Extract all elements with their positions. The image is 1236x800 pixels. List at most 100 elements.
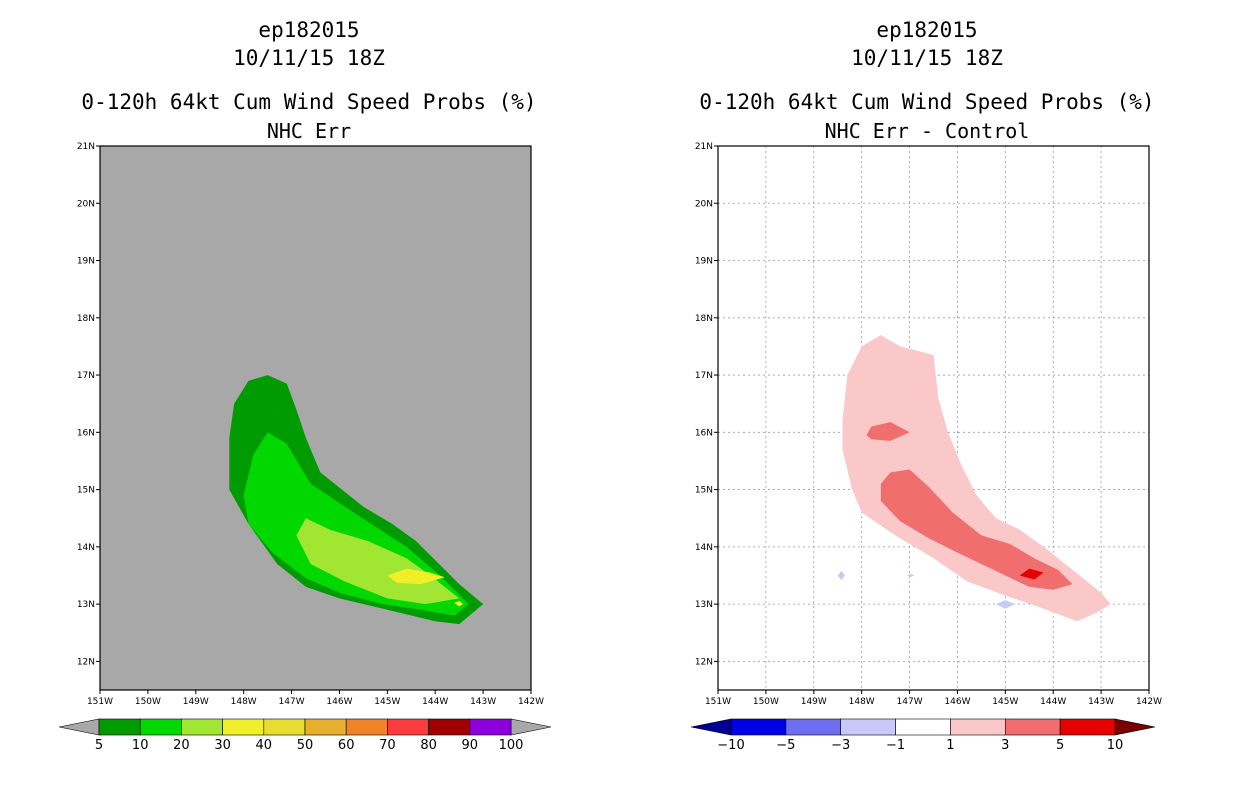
y-tick-label: 21N: [695, 142, 713, 152]
x-tick-label: 149W: [801, 697, 827, 707]
colorbar-left-arrow: [690, 718, 732, 736]
colorbar-swatch: [1059, 718, 1116, 736]
x-tick-label: 150W: [753, 697, 779, 707]
left-subtitle: NHC Err: [266, 119, 352, 143]
x-tick-label: 142W: [1136, 697, 1162, 707]
colorbar-swatch: [139, 718, 182, 736]
contour-level-3: [866, 422, 910, 441]
x-tick-label: 150W: [135, 697, 161, 707]
x-tick-label: 146W: [944, 697, 970, 707]
contour-level-3: [880, 469, 1073, 590]
colorbar-label: 20: [173, 738, 190, 753]
y-tick-label: 15N: [77, 486, 95, 496]
y-tick-label: 14N: [695, 543, 713, 553]
contour-level-5: [1019, 568, 1044, 580]
colorbar-swatch: [222, 718, 265, 736]
contour-level-30: [454, 600, 463, 607]
y-tick-label: 21N: [77, 142, 95, 152]
colorbar-swatch: [181, 718, 223, 736]
colorbar-swatch: [730, 718, 787, 736]
colorbar-label: −1: [886, 738, 905, 753]
colorbar-label: 60: [338, 738, 355, 753]
colorbar-label: 90: [462, 738, 479, 753]
colorbar-label: 1: [946, 738, 954, 753]
x-tick-label: 145W: [992, 697, 1018, 707]
left-date: 10/11/15 18Z: [233, 46, 385, 70]
x-tick-label: 147W: [279, 697, 305, 707]
x-tick-label: 149W: [183, 697, 209, 707]
colorbar-swatch: [345, 718, 388, 736]
y-tick-label: 20N: [695, 199, 713, 209]
colorbar-label: 70: [379, 738, 396, 753]
colorbar-label: 5: [1056, 738, 1064, 753]
x-tick-label: 151W: [705, 697, 731, 707]
x-tick-label: 147W: [897, 697, 923, 707]
x-tick-label: 151W: [87, 697, 113, 707]
colorbar-label: −10: [717, 738, 744, 753]
colorbar-label: 30: [214, 738, 231, 753]
colorbar-swatch: [1004, 718, 1061, 736]
colorbar-swatch: [895, 718, 951, 736]
y-tick-label: 20N: [77, 199, 95, 209]
right-title: 0-120h 64kt Cum Wind Speed Probs (%): [699, 90, 1155, 114]
colorbar-label: 5: [95, 738, 103, 753]
colorbar-label: 3: [1001, 738, 1009, 753]
colorbar-swatch: [950, 718, 1006, 736]
left-title: 0-120h 64kt Cum Wind Speed Probs (%): [81, 90, 537, 114]
colorbar-swatch: [785, 718, 842, 736]
colorbar-right-arrow: [510, 718, 552, 736]
y-tick-label: 13N: [695, 600, 713, 610]
colorbar-label: −3: [831, 738, 850, 753]
y-tick-label: 17N: [695, 371, 713, 381]
plot-frame: [99, 145, 532, 691]
left-panel: ep182015 10/11/15 18Z 0-120h 64kt Cum Wi…: [58, 18, 552, 753]
colorbar-swatch: [304, 718, 347, 736]
y-tick-label: 16N: [695, 428, 713, 438]
right-storm-id: ep182015: [876, 18, 978, 42]
right-date: 10/11/15 18Z: [851, 46, 1003, 70]
contour-level-neg1: [837, 570, 845, 581]
colorbar-label: 40: [256, 738, 273, 753]
colorbar-label: 100: [499, 738, 524, 753]
x-tick-label: 143W: [470, 697, 496, 707]
colorbar-label: 80: [420, 738, 437, 753]
contour-level-30: [387, 568, 445, 585]
y-tick-label: 12N: [77, 657, 95, 667]
x-tick-label: 145W: [374, 697, 400, 707]
right-chart: 151W 150W 149W 148W 147W 146W 145W 144W 143W 142W…: [690, 142, 1162, 753]
colorbar-right-arrow: [1114, 718, 1156, 736]
colorbar-label: 10: [1107, 738, 1124, 753]
colorbar-label: 10: [132, 738, 149, 753]
colorbar-swatch: [387, 718, 429, 736]
x-tick-label: 144W: [1040, 697, 1066, 707]
x-tick-label: 146W: [326, 697, 352, 707]
colorbar-label: 50: [297, 738, 314, 753]
colorbar-swatch: [428, 718, 471, 736]
y-tick-label: 19N: [77, 257, 95, 267]
y-tick-label: 13N: [77, 600, 95, 610]
y-tick-label: 12N: [695, 657, 713, 667]
right-subtitle: NHC Err - Control: [824, 119, 1030, 143]
left-chart: 151W 150W 149W 148W 147W 146W 145W 144W 143W 142W…: [58, 142, 552, 753]
contour-level-neg1: [907, 573, 915, 578]
y-tick-label: 14N: [77, 543, 95, 553]
y-tick-label: 16N: [77, 428, 95, 438]
x-tick-label: 148W: [231, 697, 257, 707]
colorbar-swatch: [98, 718, 141, 736]
colorbar-label: −5: [776, 738, 795, 753]
plot-frame: [717, 145, 1150, 691]
contour-level-1: [842, 335, 1111, 622]
y-tick-label: 15N: [695, 486, 713, 496]
y-tick-label: 19N: [695, 257, 713, 267]
colorbar-swatch: [469, 718, 512, 736]
y-tick-label: 18N: [77, 314, 95, 324]
x-tick-label: 144W: [422, 697, 448, 707]
x-tick-label: 148W: [849, 697, 875, 707]
right-panel: ep182015 10/11/15 18Z 0-120h 64kt Cum Wi…: [618, 0, 1236, 800]
x-tick-label: 143W: [1088, 697, 1114, 707]
y-tick-label: 17N: [77, 371, 95, 381]
left-storm-id: ep182015: [258, 18, 360, 42]
y-tick-label: 18N: [695, 314, 713, 324]
x-tick-label: 142W: [518, 697, 544, 707]
colorbar-swatch: [840, 718, 896, 736]
